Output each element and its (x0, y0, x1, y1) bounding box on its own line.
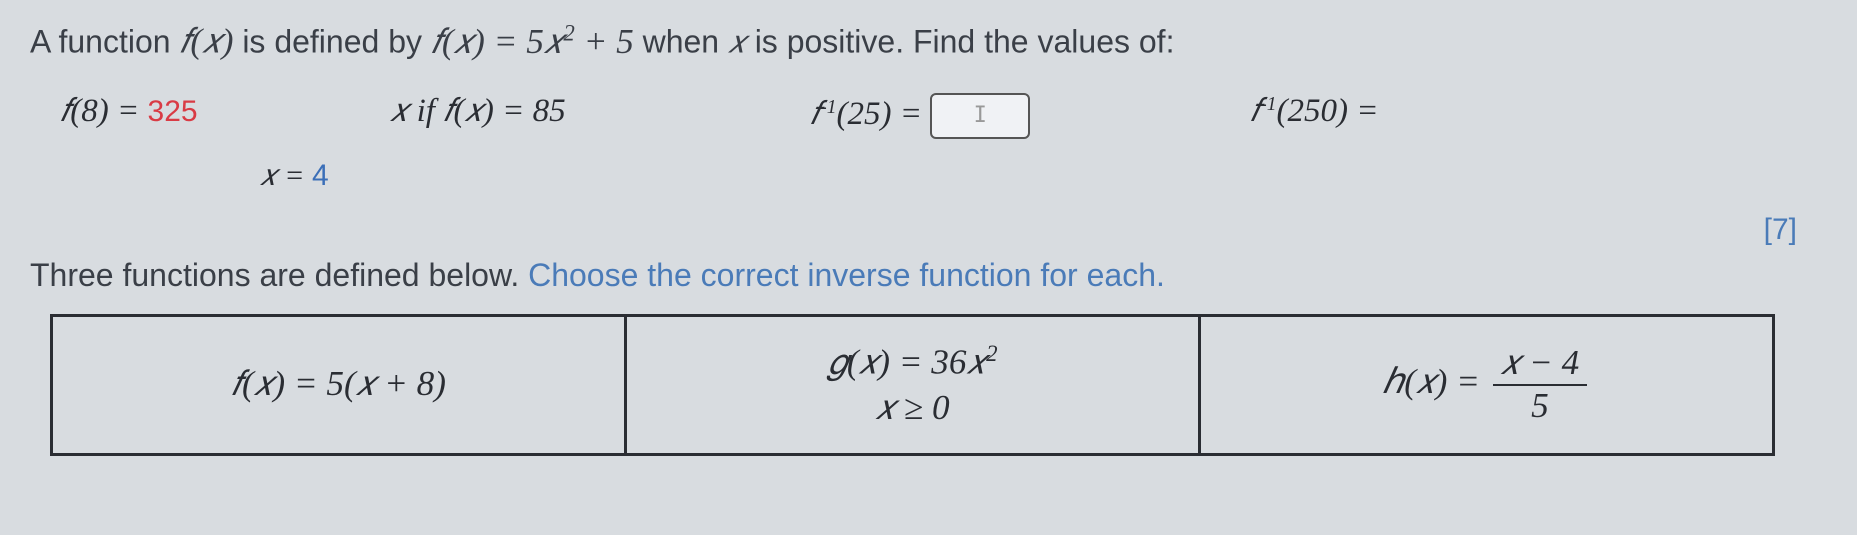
intro-suffix: when (643, 24, 728, 60)
marks-badge: [7] (30, 213, 1797, 247)
intro-mid: is defined by (242, 24, 431, 60)
g-line2: 𝑥 ≥ 0 (828, 385, 998, 431)
cell-f: 𝑓(𝑥) = 5(𝑥 + 8) (52, 315, 626, 454)
cell-h: ℎ(𝑥) = 𝑥 − 4 5 (1200, 315, 1774, 454)
b-answer-val: 4 (312, 159, 329, 192)
def-lhs: 𝑓(𝑥) (431, 22, 485, 61)
intro-prefix: A function (30, 24, 179, 60)
item-b: 𝑥 if 𝑓(𝑥) = 85 (390, 93, 810, 130)
a-label: 𝑓(8) = (60, 93, 148, 129)
part2-prompt: Three functions are defined below. Choos… (30, 257, 1827, 294)
intro-end: is positive. Find the values of: (755, 24, 1175, 60)
g-line1: 𝑔(𝑥) = 36𝑥2 (828, 339, 998, 385)
c-answer-input[interactable]: I (930, 93, 1030, 139)
h-frac: 𝑥 − 4 5 (1493, 343, 1588, 426)
item-a: 𝑓(8) = 325 (60, 93, 390, 130)
b-answer-row: 𝑥 = 4 (260, 159, 1827, 193)
def-rhs: 5𝑥 (526, 22, 563, 61)
d-arg: (250) = (1277, 93, 1379, 129)
table-row: 𝑓(𝑥) = 5(𝑥 + 8) 𝑔(𝑥) = 36𝑥2 𝑥 ≥ 0 ℎ(𝑥) =… (52, 315, 1774, 454)
item-c: 𝑓-1(25) = I (810, 93, 1250, 139)
question-intro: A function 𝑓(𝑥) is defined by 𝑓(𝑥) = 5𝑥2… (30, 20, 1827, 63)
d-exp: -1 (1260, 94, 1276, 115)
var-x: 𝑥 (728, 24, 746, 60)
b-answer-lhs: 𝑥 = (260, 159, 312, 192)
functions-table: 𝑓(𝑥) = 5(𝑥 + 8) 𝑔(𝑥) = 36𝑥2 𝑥 ≥ 0 ℎ(𝑥) =… (50, 314, 1775, 456)
item-d: 𝑓-1(250) = (1250, 93, 1630, 130)
g-stack: 𝑔(𝑥) = 36𝑥2 𝑥 ≥ 0 (828, 339, 998, 431)
c-exp: -1 (820, 97, 836, 118)
d-label: 𝑓 (1250, 93, 1260, 129)
f-text: 𝑓(𝑥) = 5(𝑥 + 8) (231, 364, 446, 403)
def-exp: 2 (563, 20, 574, 45)
h-den: 5 (1493, 386, 1588, 426)
h-lhs: ℎ(𝑥) = (1382, 362, 1489, 401)
cell-g: 𝑔(𝑥) = 36𝑥2 𝑥 ≥ 0 (626, 315, 1200, 454)
b-label: 𝑥 if 𝑓(𝑥) = 85 (390, 93, 566, 129)
c-label: 𝑓 (810, 96, 820, 132)
func-fx-1: 𝑓(𝑥) (179, 22, 233, 61)
answers-row: 𝑓(8) = 325 𝑥 if 𝑓(𝑥) = 85 𝑓-1(25) = I 𝑓-… (60, 93, 1827, 139)
def-tail: + 5 (575, 22, 634, 61)
a-answer: 325 (148, 95, 198, 128)
part2-prefix: Three functions are defined below. (30, 257, 528, 293)
func-def: 𝑓(𝑥) = 5𝑥2 + 5 (431, 22, 643, 61)
h-num: 𝑥 − 4 (1493, 343, 1588, 386)
c-arg: (25) = (837, 96, 931, 132)
part2-instruction: Choose the correct inverse function for … (528, 257, 1165, 293)
